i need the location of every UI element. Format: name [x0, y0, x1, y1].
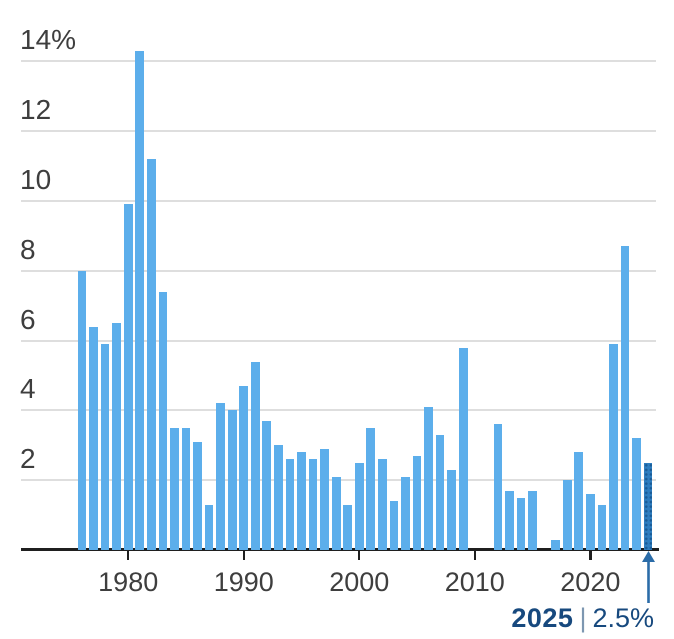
bar [562, 480, 572, 550]
bar [528, 490, 537, 550]
bar [123, 204, 133, 550]
y-axis-label: 10 [20, 164, 52, 195]
annotation-separator: | [579, 603, 587, 633]
bar [597, 504, 607, 550]
x-axis-label: 1990 [213, 567, 274, 597]
annotation-year: 2025 [511, 603, 574, 633]
gridline [21, 130, 656, 133]
bar [89, 326, 98, 550]
bar [308, 459, 318, 550]
y-axis-label: 14% [20, 24, 77, 56]
bar [412, 455, 422, 550]
x-axis-label: 1980 [98, 567, 159, 597]
bar [320, 448, 329, 550]
gridline [21, 60, 656, 63]
bar [170, 427, 179, 550]
x-axis-label: 2020 [560, 567, 621, 597]
x-axis-tick [473, 551, 476, 560]
gridline [21, 200, 656, 202]
x-axis-tick [358, 551, 361, 560]
bar [505, 490, 514, 550]
y-axis-label: 4 [20, 373, 36, 405]
x-axis-label: 2010 [444, 567, 505, 597]
bar [343, 504, 353, 550]
bar [158, 291, 168, 550]
bar [516, 497, 526, 550]
bar [620, 246, 630, 550]
bar [493, 424, 503, 550]
bar [193, 441, 202, 550]
bar [181, 427, 191, 550]
y-axis-label: 6 [20, 303, 36, 335]
bar [435, 434, 445, 550]
bar [274, 445, 283, 550]
bar [447, 469, 457, 550]
bar [331, 476, 341, 550]
bar [297, 452, 306, 550]
bar [112, 323, 121, 550]
bar [285, 459, 295, 550]
bar [216, 403, 225, 550]
bar [227, 410, 237, 550]
bar [389, 501, 399, 550]
gridline [21, 339, 656, 342]
bar [239, 385, 249, 550]
gridline [21, 269, 656, 272]
bar [77, 270, 87, 550]
bar [100, 344, 110, 550]
bar [632, 438, 641, 550]
annotation-value: 2.5% [592, 603, 654, 633]
bar [262, 420, 272, 550]
bar-2025-highlighted [643, 462, 653, 550]
bar [354, 462, 364, 550]
x-axis-label: 2000 [329, 567, 390, 597]
bar [609, 344, 618, 550]
bar [250, 361, 260, 550]
bar [585, 494, 595, 550]
x-axis-tick [589, 551, 592, 560]
highlight-annotation: 2025 | 2.5% [511, 603, 654, 633]
bar [146, 159, 156, 550]
bar [401, 476, 410, 550]
y-axis-label: 2 [20, 443, 36, 475]
bar [204, 504, 214, 550]
x-axis-tick [127, 551, 130, 560]
gridline [21, 409, 656, 412]
bar [424, 406, 433, 550]
bar [378, 459, 387, 550]
bar [574, 452, 584, 550]
y-axis-label: 12 [20, 94, 52, 126]
y-axis-label: 8 [20, 233, 36, 265]
x-axis-tick [242, 551, 245, 560]
bar [366, 427, 376, 550]
bar [458, 347, 468, 550]
bar [135, 50, 145, 550]
bar [551, 539, 560, 550]
arrow-up-icon [642, 551, 655, 603]
